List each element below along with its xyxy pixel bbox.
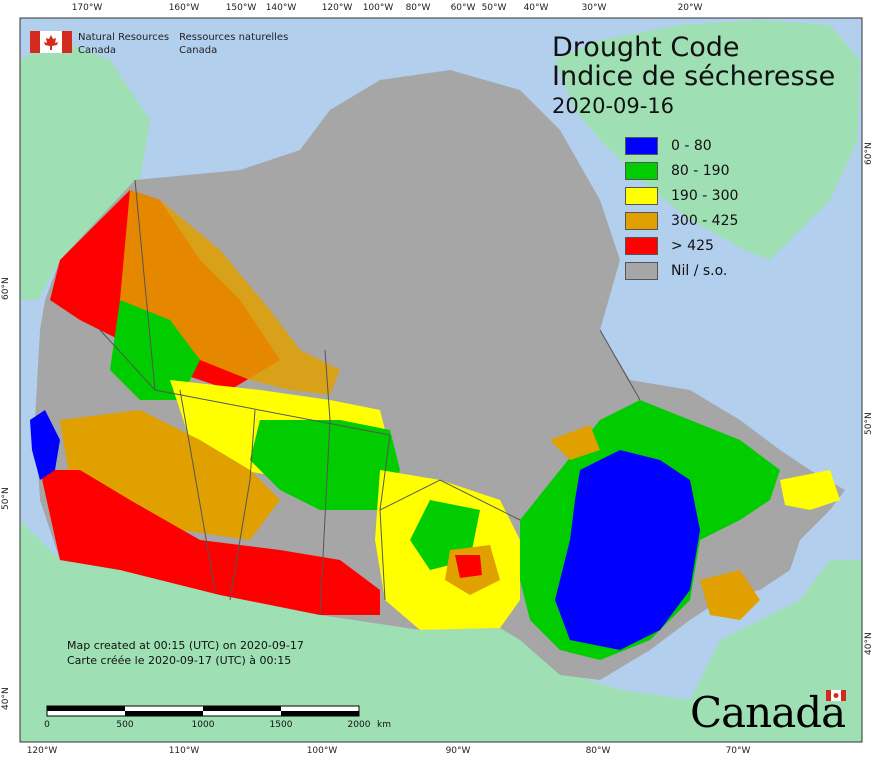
right-tick-label: 50°N [864, 412, 874, 435]
credit-french: Carte créée le 2020-09-17 (UTC) à 00:15 [67, 654, 292, 667]
legend-label: 80 - 190 [671, 162, 730, 179]
title-english: Drought Code [552, 32, 740, 63]
legend-item: 190 - 300 [625, 183, 738, 208]
top-tick-label: 60°W [450, 3, 476, 13]
legend-swatch [625, 161, 658, 180]
scale-label: 1500 [269, 720, 293, 730]
region-yellow-newfoundland [780, 470, 840, 510]
scale-label: 0 [44, 720, 50, 730]
bottom-tick-label: 110°W [168, 746, 200, 756]
province-borders [99, 179, 641, 616]
canada-wordmark: Canada [690, 688, 846, 737]
agency-fr-line2: Canada [179, 45, 218, 56]
map-frame [19, 17, 863, 743]
agency-en-line2: Canada [78, 45, 117, 56]
left-tick-label: 40°N [1, 687, 11, 710]
left-tick-label: 50°N [1, 487, 11, 510]
legend: 0 - 80 80 - 190 190 - 300 300 - 425 > 42… [625, 133, 738, 283]
map-title: Drought Code Indice de sécheresse 2020-0… [552, 33, 835, 121]
region-blue-quebec [555, 450, 700, 650]
top-tick-label: 100°W [362, 3, 394, 13]
agency-en-line1: Natural Resources [78, 32, 170, 43]
legend-item: 0 - 80 [625, 133, 738, 158]
legend-item: > 425 [625, 233, 738, 258]
canada-flag-icon [30, 31, 72, 53]
credit-english: Map created at 00:15 (UTC) on 2020-09-17 [67, 639, 304, 652]
title-french: Indice de sécheresse [552, 61, 836, 92]
scale-label: 500 [116, 720, 134, 730]
legend-label: 0 - 80 [671, 137, 712, 154]
left-tick-label: 60°N [1, 277, 11, 300]
bottom-tick-label: 90°W [445, 746, 471, 756]
top-tick-label: 160°W [168, 3, 200, 13]
top-tick-label: 80°W [405, 3, 431, 13]
nrcan-signature: Natural Resources Canada Ressources natu… [30, 31, 288, 57]
right-tick-label: 40°N [864, 632, 874, 655]
legend-label: Nil / s.o. [671, 262, 728, 279]
region-blue-coast [30, 410, 60, 480]
legend-label: 190 - 300 [671, 187, 739, 204]
map-credit: Map created at 00:15 (UTC) on 2020-09-17… [67, 638, 304, 668]
top-tick-label: 20°W [677, 3, 703, 13]
bottom-tick-label: 120°W [26, 746, 58, 756]
region-green-sask [250, 420, 400, 510]
right-tick-label: 60°N [864, 142, 874, 165]
legend-swatch [625, 186, 658, 205]
scale-label: 1000 [191, 720, 215, 730]
usa-land [20, 520, 862, 742]
bottom-tick-label: 70°W [725, 746, 751, 756]
top-tick-label: 170°W [71, 3, 103, 13]
legend-label: 300 - 425 [671, 212, 739, 229]
scale-bar-graphic [46, 705, 360, 717]
top-tick-label: 30°W [581, 3, 607, 13]
legend-swatch [625, 236, 658, 255]
region-red-south [40, 470, 380, 615]
region-orange-hudson [550, 425, 600, 460]
top-tick-label: 140°W [265, 3, 297, 13]
agency-name-en: Natural Resources Canada [78, 31, 169, 57]
legend-item: 300 - 425 [625, 208, 738, 233]
region-green-yukon [110, 300, 200, 400]
region-orange-bc [60, 410, 280, 540]
legend-swatch [625, 261, 658, 280]
scale-bar: 0 500 1000 1500 2000 km [44, 704, 391, 730]
agency-fr-line1: Ressources naturelles [179, 32, 289, 43]
top-tick-label: 40°W [523, 3, 549, 13]
title-date: 2020-09-16 [552, 94, 675, 118]
region-orange-maritimes [700, 570, 760, 620]
scale-label: 2000 [347, 720, 371, 730]
greenland-land [555, 20, 860, 260]
legend-item: 80 - 190 [625, 158, 738, 183]
agency-name-fr: Ressources naturelles Canada [179, 31, 288, 57]
wordmark-flag-icon [826, 690, 846, 701]
top-tick-label: 50°W [481, 3, 507, 13]
legend-label: > 425 [671, 237, 714, 254]
top-tick-label: 120°W [321, 3, 353, 13]
legend-swatch [625, 211, 658, 230]
scale-unit: km [377, 720, 391, 730]
bottom-tick-label: 80°W [585, 746, 611, 756]
top-tick-label: 150°W [225, 3, 257, 13]
alaska-land [20, 40, 150, 300]
legend-item: Nil / s.o. [625, 258, 738, 283]
bottom-tick-label: 100°W [306, 746, 338, 756]
region-red-ontario-spot [455, 555, 482, 578]
legend-swatch [625, 136, 658, 155]
